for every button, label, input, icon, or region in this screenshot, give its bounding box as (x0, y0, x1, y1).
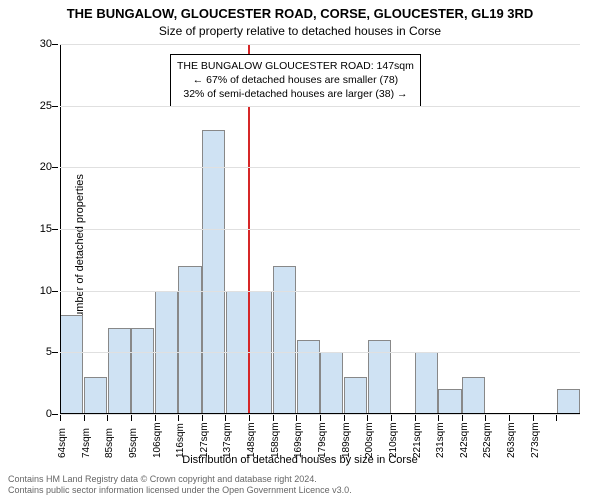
x-tick-label: 158sqm (270, 422, 281, 458)
gridline (60, 167, 580, 168)
annotation-box: THE BUNGALOW GLOUCESTER ROAD: 147sqm← 67… (170, 54, 421, 107)
x-tick (178, 415, 179, 421)
bar (297, 340, 320, 414)
gridline (60, 352, 580, 353)
x-tick-label: 221sqm (412, 422, 423, 458)
y-tick-label: 5 (22, 346, 52, 358)
x-tick-label: 148sqm (246, 422, 257, 458)
x-tick-label: 263sqm (506, 422, 517, 458)
y-tick (52, 167, 58, 168)
x-tick-label: 179sqm (317, 422, 328, 458)
annotation-line: 32% of semi-detached houses are larger (… (177, 87, 414, 101)
bar (60, 315, 83, 414)
x-tick (107, 415, 108, 421)
x-tick (202, 415, 203, 421)
bar (131, 328, 154, 414)
bar (84, 377, 107, 414)
x-tick (415, 415, 416, 421)
chart-title-main: THE BUNGALOW, GLOUCESTER ROAD, CORSE, GL… (0, 6, 600, 21)
caption-line-1: Contains HM Land Registry data © Crown c… (8, 474, 592, 485)
y-tick-label: 30 (22, 38, 52, 50)
x-tick (84, 415, 85, 421)
x-tick-label: 200sqm (364, 422, 375, 458)
bar (320, 352, 343, 414)
x-tick (367, 415, 368, 421)
caption-line-2: Contains public sector information licen… (8, 485, 592, 496)
y-tick (52, 414, 58, 415)
x-tick-label: 210sqm (388, 422, 399, 458)
y-tick (52, 291, 58, 292)
bar (415, 352, 438, 414)
bar (438, 389, 461, 414)
x-tick-label: 116sqm (175, 423, 186, 458)
x-tick (533, 415, 534, 421)
x-tick-label: 252sqm (482, 422, 493, 458)
gridline (60, 229, 580, 230)
x-tick (320, 415, 321, 421)
caption: Contains HM Land Registry data © Crown c… (8, 474, 592, 497)
bar (344, 377, 367, 414)
x-tick (556, 415, 557, 421)
bar (178, 266, 201, 414)
x-tick (509, 415, 510, 421)
annotation-line: ← 67% of detached houses are smaller (78… (177, 73, 414, 87)
annotation-line: THE BUNGALOW GLOUCESTER ROAD: 147sqm (177, 59, 414, 73)
x-tick (485, 415, 486, 421)
y-tick-label: 10 (22, 285, 52, 297)
bar (202, 130, 225, 414)
x-tick (391, 415, 392, 421)
bar (273, 266, 296, 414)
y-tick (52, 44, 58, 45)
gridline (60, 44, 580, 45)
x-tick-label: 169sqm (293, 422, 304, 458)
x-tick (438, 415, 439, 421)
y-tick (52, 106, 58, 107)
gridline (60, 291, 580, 292)
x-tick-label: 273sqm (530, 422, 541, 458)
x-tick-label: 189sqm (341, 422, 352, 458)
plot-area: THE BUNGALOW GLOUCESTER ROAD: 147sqm← 67… (60, 44, 580, 414)
x-axis-label: Distribution of detached houses by size … (0, 454, 600, 466)
x-tick (462, 415, 463, 421)
bar (108, 328, 131, 414)
y-tick-label: 15 (22, 223, 52, 235)
gridline (60, 106, 580, 107)
x-tick-label: 106sqm (152, 422, 163, 458)
x-tick (225, 415, 226, 421)
x-tick-label: 242sqm (459, 422, 470, 458)
y-tick-label: 20 (22, 161, 52, 173)
bar (368, 340, 391, 414)
chart-title-sub: Size of property relative to detached ho… (0, 24, 600, 38)
y-tick (52, 229, 58, 230)
x-tick (60, 415, 61, 421)
x-tick-label: 231sqm (435, 422, 446, 458)
x-tick (249, 415, 250, 421)
bar (462, 377, 485, 414)
x-tick-label: 137sqm (222, 422, 233, 458)
x-tick (344, 415, 345, 421)
x-tick (296, 415, 297, 421)
y-tick-label: 25 (22, 100, 52, 112)
x-tick (155, 415, 156, 421)
y-tick (52, 352, 58, 353)
bar (557, 389, 580, 414)
x-tick (131, 415, 132, 421)
x-tick (273, 415, 274, 421)
y-tick-label: 0 (22, 408, 52, 420)
x-tick-label: 127sqm (199, 422, 210, 458)
